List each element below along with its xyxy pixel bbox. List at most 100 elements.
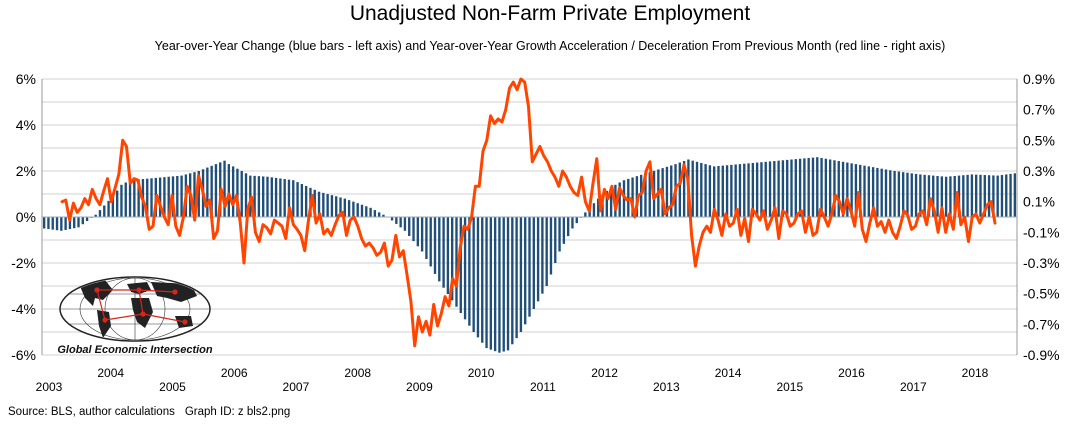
bar <box>807 157 810 217</box>
bar <box>180 175 183 217</box>
bar <box>468 217 471 326</box>
bar <box>395 217 398 224</box>
bar <box>562 217 566 244</box>
bar <box>360 204 364 217</box>
bar-series <box>42 157 1017 353</box>
left-axis: 6% 4% 2% 0% -2% -4% -6% <box>11 71 36 363</box>
x-label-upper: 2006 <box>221 366 248 380</box>
bar <box>356 203 359 217</box>
bar <box>498 217 501 353</box>
bar <box>760 162 763 217</box>
bar <box>115 190 119 217</box>
bar <box>476 217 480 338</box>
bar <box>902 172 905 217</box>
bar <box>536 217 540 302</box>
bar <box>691 160 694 217</box>
right-axis: 0.9% 0.7% 0.5% 0.3% 0.1% -0.1% -0.3% -0.5% -0.7%… <box>1023 71 1060 363</box>
bar <box>725 165 729 217</box>
bar <box>755 162 759 217</box>
bar <box>223 160 226 217</box>
bar <box>206 167 209 217</box>
bar <box>910 173 913 217</box>
bar <box>528 217 531 317</box>
bar <box>820 157 823 217</box>
left-tick-label: -6% <box>11 347 36 363</box>
bar <box>330 195 334 217</box>
bar <box>377 212 381 217</box>
bar <box>717 166 720 217</box>
bar <box>416 217 419 247</box>
bar <box>983 175 986 217</box>
left-tick-label: 2% <box>16 163 36 179</box>
bar <box>867 166 870 217</box>
bar <box>773 161 776 217</box>
bar <box>627 178 630 217</box>
bar <box>876 167 879 217</box>
bar <box>227 164 231 217</box>
bar <box>863 165 866 217</box>
bar <box>665 166 669 217</box>
right-tick-label: 0.5% <box>1023 132 1055 148</box>
bar <box>107 200 110 217</box>
bar <box>455 217 458 307</box>
bar <box>631 177 634 217</box>
bar <box>511 217 514 345</box>
bar <box>451 217 454 301</box>
graph-id: Graph ID: z bls2.png <box>184 406 291 418</box>
bar <box>433 217 437 274</box>
bar <box>485 217 488 349</box>
right-tick-label: 0.1% <box>1023 194 1055 210</box>
bar <box>446 217 450 295</box>
bar <box>575 217 578 224</box>
bar <box>240 171 243 217</box>
bar <box>425 217 428 259</box>
bar <box>541 217 544 294</box>
bar <box>979 174 982 217</box>
bar <box>506 217 510 351</box>
bar <box>846 162 849 217</box>
bar <box>880 168 883 217</box>
bar <box>296 182 299 217</box>
bar <box>317 191 321 217</box>
logo-text: Global Economic Intersection <box>57 344 213 356</box>
bar <box>210 165 213 217</box>
bar <box>987 175 991 217</box>
bar <box>253 175 256 217</box>
x-label-upper: 2004 <box>97 366 124 380</box>
bar <box>914 173 918 218</box>
x-label-upper: 2012 <box>591 366 618 380</box>
bar <box>266 176 269 217</box>
bar <box>738 164 742 217</box>
bar <box>648 172 651 217</box>
bar <box>128 180 132 217</box>
bar <box>558 217 561 252</box>
bar <box>644 173 647 217</box>
bar <box>944 176 948 217</box>
bar <box>47 217 50 230</box>
x-label-upper: 2010 <box>468 366 495 380</box>
bar <box>713 166 716 217</box>
bar <box>420 217 424 252</box>
bar <box>412 217 415 242</box>
bar <box>764 161 767 217</box>
bar <box>214 164 218 217</box>
bar <box>352 201 355 217</box>
bar <box>545 217 548 286</box>
left-tick-label: 6% <box>16 71 36 87</box>
bar <box>51 217 54 230</box>
left-tick-label: 4% <box>16 117 36 133</box>
bar <box>721 165 724 217</box>
bar <box>231 166 235 217</box>
bar <box>609 187 613 217</box>
bar <box>953 175 956 217</box>
bar <box>244 173 248 217</box>
source-note: Source: BLS, author calculations <box>8 406 175 418</box>
x-label-upper: 2008 <box>344 366 371 380</box>
bar <box>279 178 282 217</box>
x-label-lower: 2013 <box>653 380 680 394</box>
acceleration-line <box>60 77 997 348</box>
bar <box>304 185 308 217</box>
bar <box>566 217 570 237</box>
bar <box>786 159 789 217</box>
left-tick-label: -4% <box>11 301 36 317</box>
